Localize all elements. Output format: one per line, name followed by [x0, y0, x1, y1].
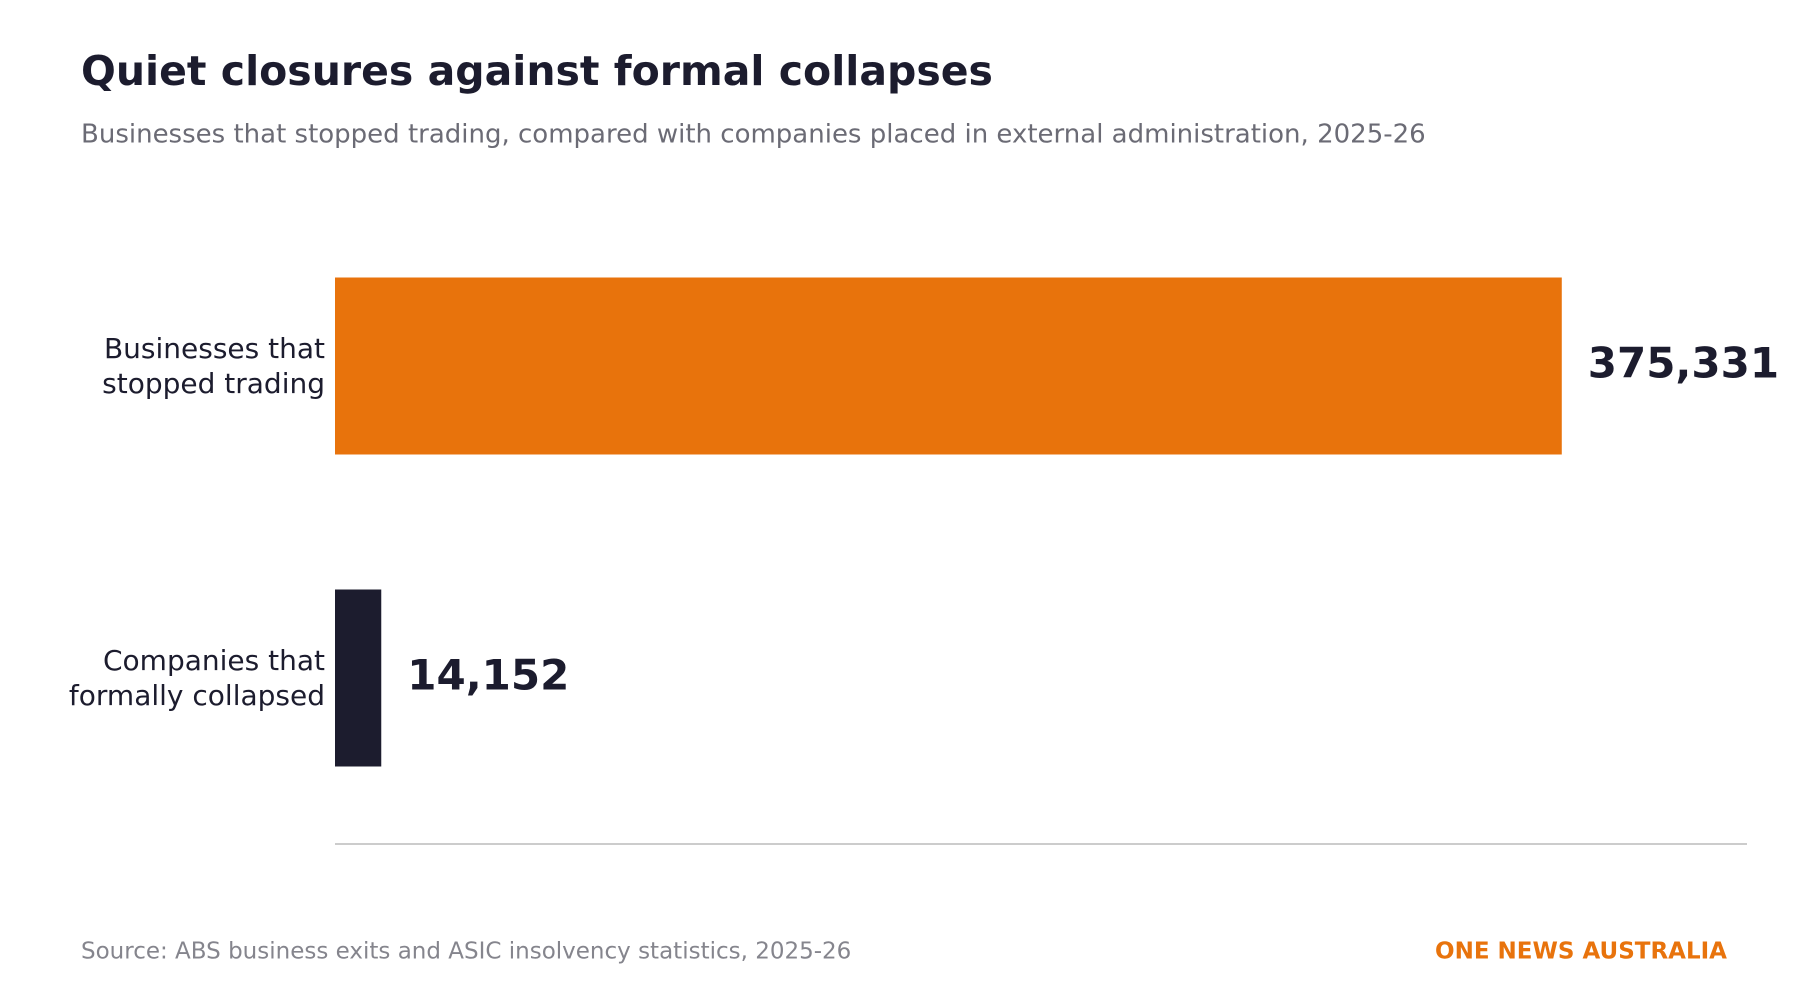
y-tick-label: Businesses that stopped trading — [102, 332, 325, 400]
source: Source: ABS business exits and ASIC inso… — [81, 939, 851, 965]
brand: ONE NEWS AUSTRALIA — [1435, 939, 1727, 965]
bar — [335, 589, 382, 767]
chart-title: Quiet closures against formal collapses — [81, 47, 993, 95]
value-label: 375,331 — [1588, 339, 1779, 388]
chart-subtitle: Businesses that stopped trading, compare… — [81, 120, 1426, 150]
bar — [335, 277, 1562, 455]
y-tick-label: Companies that formally collapsed — [68, 644, 325, 712]
value-label: 14,152 — [407, 651, 569, 700]
